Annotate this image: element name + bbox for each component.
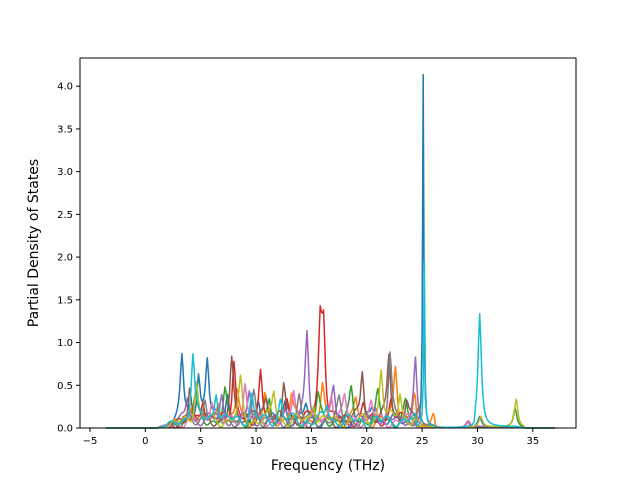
y-tick-label: 2.0 xyxy=(57,253,73,264)
x-tick-label: 30 xyxy=(471,436,484,447)
y-tick-label: 1.0 xyxy=(57,338,73,349)
y-tick-label: 2.5 xyxy=(57,210,73,221)
series-line-1 xyxy=(105,73,555,429)
y-tick-label: 0.5 xyxy=(57,381,73,392)
y-tick-label: 3.5 xyxy=(57,124,73,135)
y-tick-label: 1.5 xyxy=(57,295,73,306)
x-tick-label: −5 xyxy=(83,436,98,447)
y-tick-label: 0.0 xyxy=(57,424,73,435)
series-line-10 xyxy=(105,260,555,429)
x-axis: −5 0 5 10 15 20 25 30 35 xyxy=(83,428,539,447)
x-tick-label: 10 xyxy=(250,436,263,447)
plot-frame xyxy=(79,57,577,429)
x-axis-title: Frequency (THz) xyxy=(271,458,385,474)
y-axis-title: Partial Density of States xyxy=(26,159,42,327)
series-line-5 xyxy=(105,329,555,429)
y-tick-label: 4.0 xyxy=(57,82,73,93)
x-tick-label: 0 xyxy=(142,436,148,447)
y-tick-label: 3.0 xyxy=(57,167,73,178)
series-line-9 xyxy=(105,369,555,429)
x-tick-label: 15 xyxy=(305,436,318,447)
y-axis: 0.0 0.5 1.0 1.5 2.0 2.5 3.0 3.5 4.0 xyxy=(57,82,80,435)
series-line-8 xyxy=(105,351,555,429)
x-tick-label: 20 xyxy=(360,436,373,447)
plot-lines xyxy=(105,73,555,429)
x-tick-label: 35 xyxy=(526,436,539,447)
x-tick-label: 25 xyxy=(416,436,429,447)
series-line-4 xyxy=(105,305,555,429)
x-tick-label: 5 xyxy=(197,436,203,447)
